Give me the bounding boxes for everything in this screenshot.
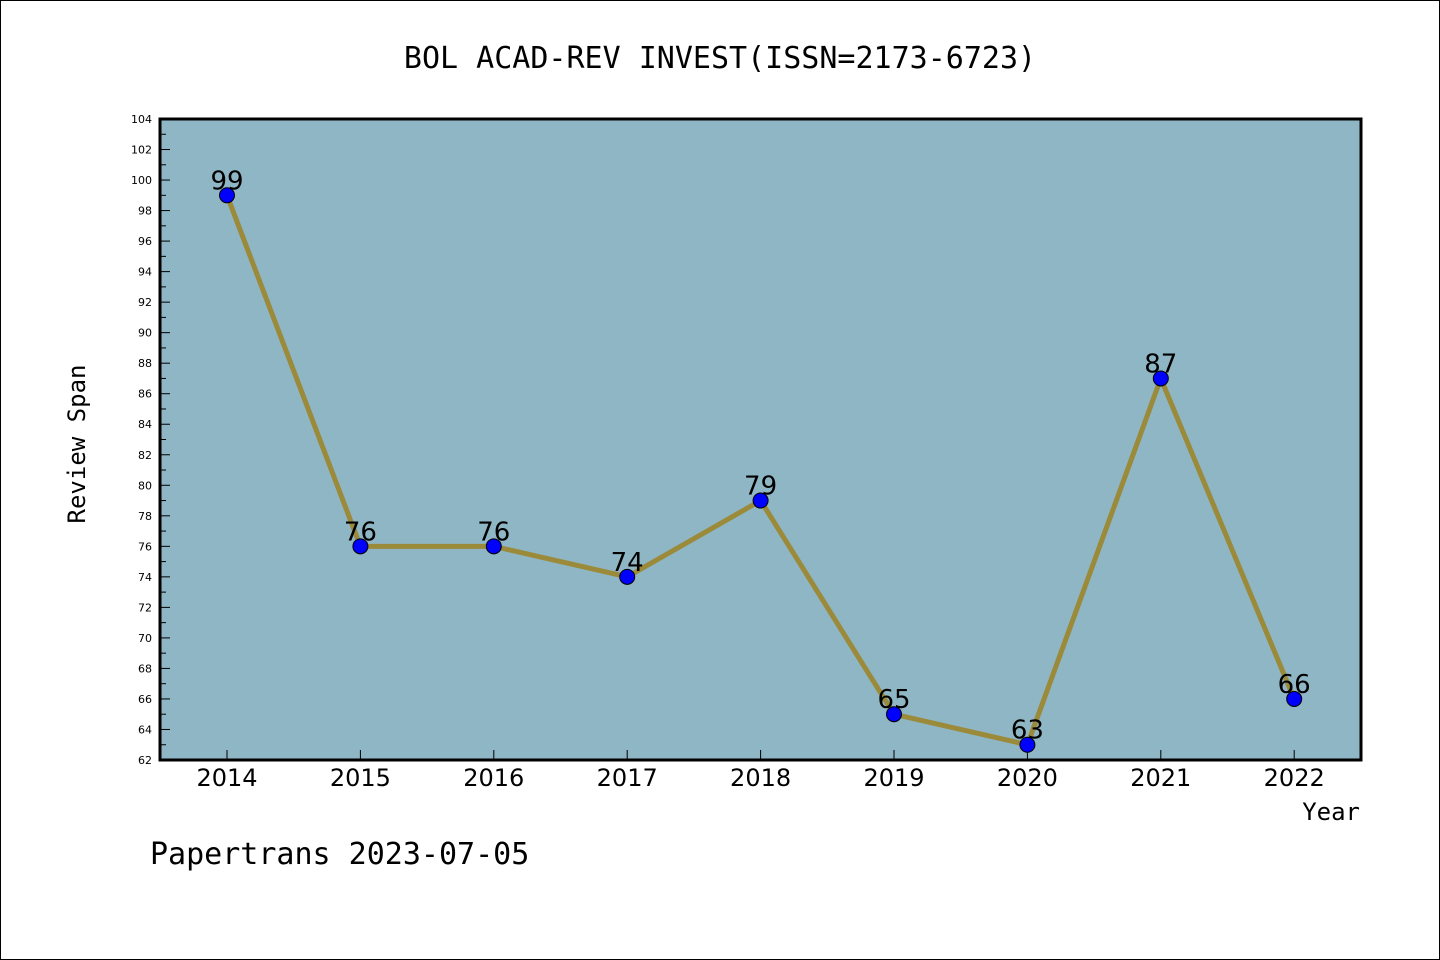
data-label: 66 bbox=[1278, 670, 1311, 700]
series-layer: 99 76 76 74 79 65 63 87 66 bbox=[210, 166, 1311, 753]
x-axis: 2014 2015 2016 2017 2018 2019 2020 2021 2022 bbox=[196, 750, 1325, 792]
data-point bbox=[886, 706, 902, 723]
y-tick-label: 94 bbox=[138, 266, 152, 279]
y-tick-label: 78 bbox=[138, 510, 152, 523]
plot-area bbox=[158, 117, 1363, 762]
data-label: 76 bbox=[344, 517, 377, 547]
y-tick-label: 66 bbox=[138, 693, 152, 706]
x-tick-label: 2019 bbox=[863, 764, 924, 792]
y-tick-label: 82 bbox=[138, 449, 152, 462]
x-tick-label: 2020 bbox=[997, 764, 1058, 792]
data-point bbox=[219, 187, 235, 204]
footer-watermark: Papertrans 2023-07-05 bbox=[150, 837, 529, 872]
y-tick-label: 100 bbox=[131, 174, 152, 187]
data-label: 65 bbox=[877, 685, 910, 715]
data-point bbox=[752, 492, 769, 509]
y-tick-label: 98 bbox=[138, 205, 152, 218]
y-tick-label: 104 bbox=[131, 113, 152, 126]
y-tick-label: 92 bbox=[138, 296, 152, 309]
y-tick-label: 88 bbox=[138, 357, 152, 370]
x-tick-label: 2016 bbox=[463, 764, 524, 792]
y-tick-label: 96 bbox=[138, 235, 152, 248]
data-label: 63 bbox=[1011, 716, 1044, 746]
y-tick-label: 84 bbox=[138, 418, 152, 431]
data-point bbox=[1152, 370, 1169, 387]
y-axis-label: Review Span bbox=[63, 365, 91, 524]
x-tick-label: 2017 bbox=[597, 764, 658, 792]
y-tick-label: 70 bbox=[138, 632, 152, 645]
y-tick-label: 74 bbox=[138, 571, 152, 584]
plot-area bbox=[158, 117, 1363, 762]
y-tick-label: 102 bbox=[131, 144, 152, 157]
y-tick-label: 68 bbox=[138, 662, 152, 675]
data-point bbox=[1286, 690, 1303, 707]
y-tick-label: 64 bbox=[138, 723, 152, 736]
data-point bbox=[1019, 736, 1036, 753]
x-tick-label: 2015 bbox=[330, 764, 391, 792]
y-tick-label: 62 bbox=[138, 754, 152, 767]
chart-title: BOL ACAD-REV INVEST(ISSN=2173-6723) bbox=[404, 41, 1036, 76]
data-point bbox=[485, 538, 502, 555]
x-tick-label: 2022 bbox=[1264, 764, 1325, 792]
data-point bbox=[352, 538, 369, 555]
y-tick-label: 76 bbox=[138, 540, 152, 553]
x-axis-label: Year bbox=[1302, 798, 1360, 826]
y-tick-label: 86 bbox=[138, 388, 152, 401]
y-tick-label: 90 bbox=[138, 327, 152, 340]
x-tick-label: 2018 bbox=[730, 764, 791, 792]
data-label: 99 bbox=[210, 166, 243, 196]
data-point bbox=[619, 568, 636, 585]
data-label: 76 bbox=[477, 517, 510, 547]
x-tick-label: 2014 bbox=[196, 764, 257, 792]
data-label: 79 bbox=[744, 472, 777, 502]
y-axis: 62 64 66 68 70 72 74 76 78 80 82 84 86 88 90 92 94 96 98 10… bbox=[131, 113, 170, 767]
y-tick-label: 72 bbox=[138, 601, 152, 614]
data-label: 87 bbox=[1144, 349, 1177, 379]
x-tick-label: 2021 bbox=[1130, 764, 1191, 792]
data-label: 74 bbox=[611, 548, 644, 578]
y-tick-label: 80 bbox=[138, 479, 152, 492]
